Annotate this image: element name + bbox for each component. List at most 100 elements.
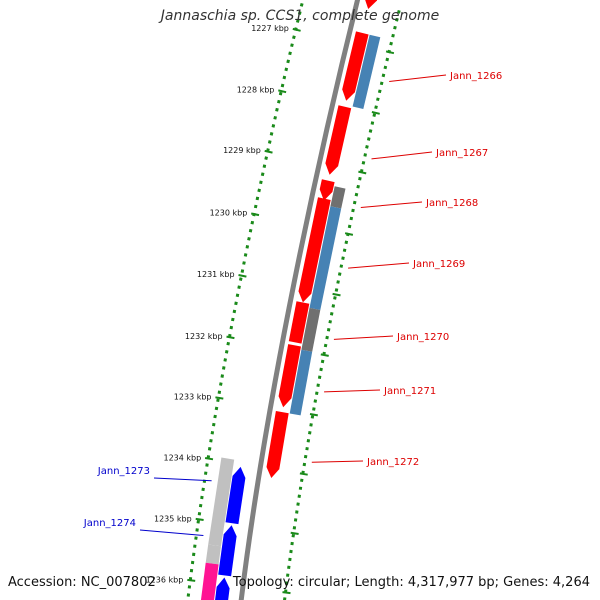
gene-label: Jann_1267 [435,148,488,159]
major-tick [226,335,235,340]
tick-label: 1231 kbp [197,270,235,279]
leader-line [311,460,364,463]
major-tick [282,591,291,595]
tick-label: 1235 kbp [154,514,192,523]
gene-arrow [288,301,310,344]
major-tick [278,89,287,94]
tick-dot [273,115,277,120]
tick-dot [309,423,313,427]
topology-summary: Topology: circular; Length: 4,317,977 bp… [232,575,590,590]
tick-dot [347,224,352,229]
tick-dot [196,520,200,524]
tick-dot [213,414,217,419]
tick-dot [344,240,349,245]
tick-label: 1236 kbp [146,575,184,584]
tick-dot [235,293,240,298]
tick-dot [201,487,205,492]
tick-marks [186,3,401,600]
gene-arrow [278,344,301,408]
major-tick [371,111,380,115]
tick-dot [260,172,265,177]
gene-arrow [325,105,352,175]
tick-dot [370,121,375,125]
tick-dot [292,35,296,40]
tick-dot [286,59,290,64]
gene-arrow [200,562,219,600]
tick-dot [209,439,213,443]
tick-dot [295,19,300,23]
tick-dot [299,3,304,7]
tick-dot [361,160,366,165]
tick-dot [365,145,369,149]
tick-dot [271,124,276,128]
gene-label: Jann_1274 [83,518,136,529]
tick-dot [376,97,380,102]
tick-dot [296,502,300,506]
tick-dot [334,288,339,292]
gene-arrow [352,34,381,110]
leader-line [389,74,447,82]
major-tick [290,531,299,535]
tick-label: 1234 kbp [163,453,201,462]
leader-line [333,335,394,340]
major-tick [332,292,341,297]
tick-dot [240,269,245,273]
tick-dot [326,327,331,332]
tick-dot [253,204,258,209]
tick-dot [336,280,340,284]
tick-dot [237,285,241,289]
tick-dot [219,382,223,386]
tick-dot [264,156,268,160]
tick-dot [278,91,283,96]
tick-dot [352,200,357,205]
tick-dot [391,33,395,38]
gene-label: Jann_1269 [412,259,465,270]
tick-dot [223,358,227,362]
tick-label: 1227 kbp [251,24,289,33]
gene-arrow [225,466,246,525]
major-tick [344,232,354,236]
tick-dot [341,256,345,260]
major-tick [204,457,214,461]
tick-dot [217,390,222,394]
tick-labels: 1227 kbp 1228 kbp 1229 kbp 1230 kbp 1231 kbp… [146,24,289,584]
tick-dot [267,140,272,144]
gene-features [200,0,381,600]
tick-dot [226,341,230,346]
tick-dot [257,188,261,193]
label-leader-lines [139,74,447,536]
major-tick [358,170,367,175]
gene-arrow [309,206,342,310]
tick-label: 1232 kbp [185,332,223,341]
tick-dot [224,350,229,354]
gene-label: Jann_1272 [366,457,419,468]
gene-label: Jann_1270 [396,332,449,343]
tick-dot [310,415,315,419]
major-tick [238,274,247,278]
major-tick [299,472,308,476]
tick-dot [317,375,322,380]
tick-dot [243,253,248,257]
tick-dot [220,374,224,378]
gene-label: Jann_1273 [97,466,150,477]
tick-dot [363,153,367,157]
tick-dot [234,301,238,306]
gene-arrow [218,525,237,577]
tick-dot [248,228,253,233]
tick-dot [290,43,294,48]
leader-line [324,389,381,393]
genome-backbone [238,0,361,600]
tick-dot [372,113,377,117]
tick-dot [320,359,325,364]
tick-dot [379,81,384,86]
tick-dot [198,503,203,508]
major-tick [385,50,395,55]
tick-dot [377,89,382,94]
tick-label: 1229 kbp [223,146,261,155]
tick-dot [247,236,251,241]
tick-dot [216,398,220,403]
tick-dot [242,261,246,265]
gene-arrow [208,457,235,547]
gene-arrow [342,31,369,101]
major-tick [250,212,260,217]
